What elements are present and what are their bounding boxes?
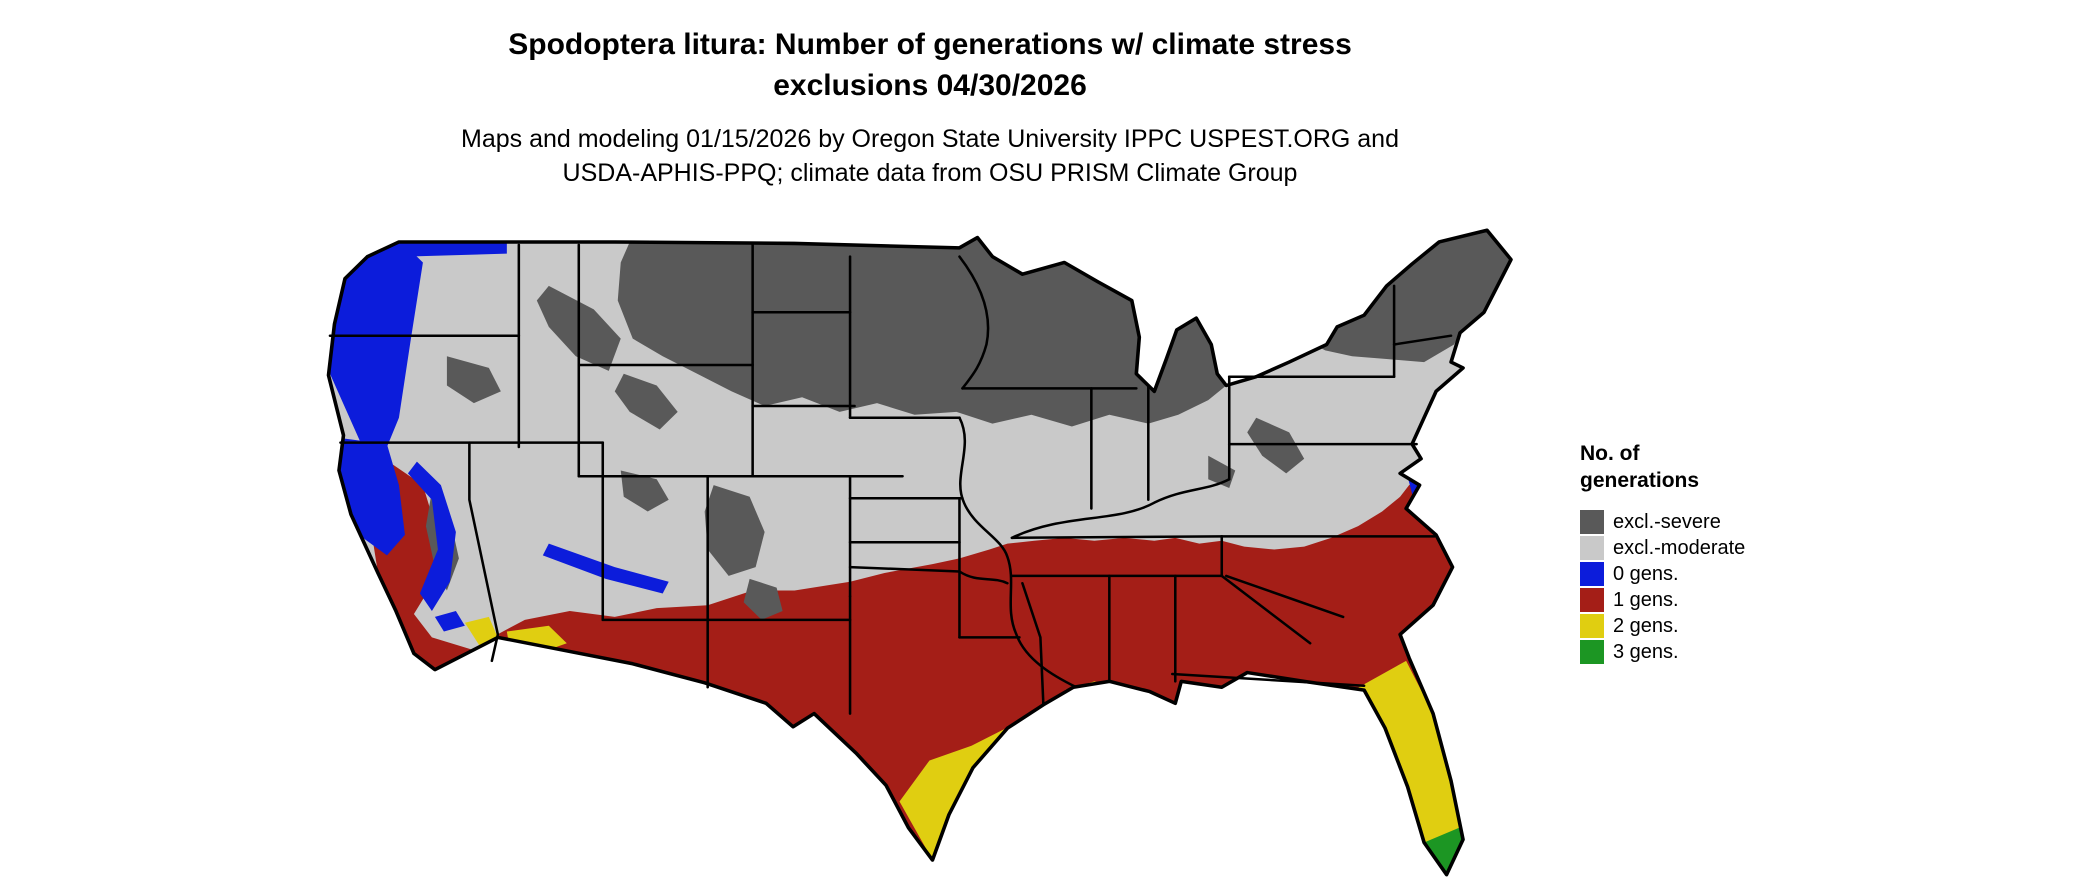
legend: No. of generations excl.-severe excl.-mo…: [1580, 440, 1745, 666]
legend-label: 0 gens.: [1613, 562, 1679, 585]
legend-item-0-gens: 0 gens.: [1580, 562, 1745, 586]
us-outline: [326, 228, 1513, 877]
legend-label: 2 gens.: [1613, 614, 1679, 637]
legend-swatch-2-gens: [1580, 614, 1604, 638]
legend-swatch-0-gens: [1580, 562, 1604, 586]
map-title-line-1: Spodoptera litura: Number of generations…: [508, 28, 1352, 61]
state-borders: [328, 243, 1453, 715]
legend-swatch-1-gens: [1580, 588, 1604, 612]
legend-label: excl.-moderate: [1613, 536, 1746, 559]
legend-label: 3 gens.: [1613, 640, 1679, 663]
legend-item-excl-moderate: excl.-moderate: [1580, 536, 1745, 560]
us-map-svg: [326, 228, 1513, 877]
legend-title-line-2: generations: [1580, 469, 1700, 492]
legend-label: 1 gens.: [1613, 588, 1679, 611]
legend-item-excl-severe: excl.-severe: [1580, 510, 1745, 534]
legend-item-2-gens: 2 gens.: [1580, 614, 1745, 638]
map-title-line-2: exclusions 04/30/2026: [773, 69, 1087, 102]
map-subtitle-line-1: Maps and modeling 01/15/2026 by Oregon S…: [461, 125, 1399, 153]
legend-label: excl.-severe: [1613, 510, 1721, 533]
raster-regions: [328, 230, 1512, 875]
legend-item-3-gens: 3 gens.: [1580, 640, 1745, 664]
legend-swatch-3-gens: [1580, 640, 1604, 664]
map-subtitle: Maps and modeling 01/15/2026 by Oregon S…: [0, 122, 1860, 190]
legend-title: No. of generations: [1580, 440, 1745, 494]
legend-swatch-excl-severe: [1580, 510, 1604, 534]
legend-item-1-gens: 1 gens.: [1580, 588, 1745, 612]
legend-items: excl.-severe excl.-moderate 0 gens. 1 ge…: [1580, 510, 1745, 664]
legend-swatch-excl-moderate: [1580, 536, 1604, 560]
map-subtitle-line-2: USDA-APHIS-PPQ; climate data from OSU PR…: [562, 159, 1298, 187]
legend-title-line-1: No. of: [1580, 442, 1640, 465]
us-generations-map: [318, 220, 1520, 882]
header: Spodoptera litura: Number of generations…: [0, 24, 1860, 190]
region-0-gens: [329, 241, 1440, 632]
